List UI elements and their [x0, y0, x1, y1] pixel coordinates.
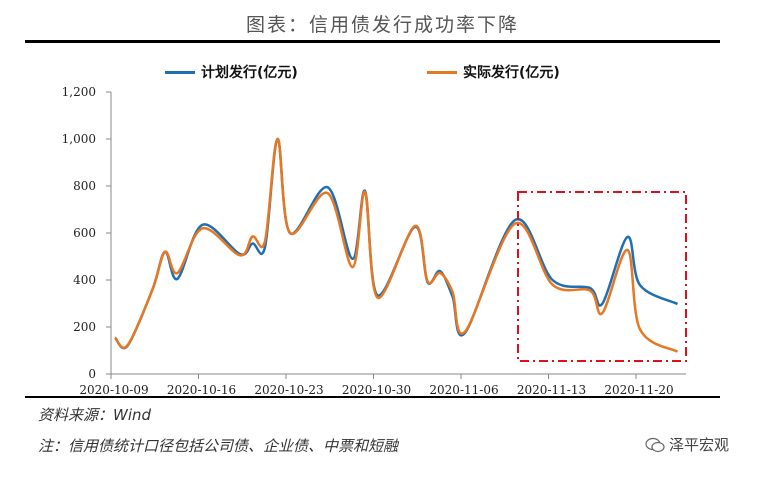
watermark-text: 泽平宏观: [669, 436, 730, 454]
wechat-icon: [645, 437, 665, 453]
x-tick-label: 2020-10-30: [342, 383, 411, 397]
legend-item-plan: 计划发行(亿元): [165, 62, 298, 82]
x-tick-label: 2020-10-09: [79, 383, 148, 397]
x-tick-label-bg: [599, 382, 677, 398]
watermark: 泽平宏观: [645, 434, 729, 455]
source-note: 资料来源：Wind: [38, 406, 152, 424]
highlight-box: [517, 191, 687, 362]
x-tick-label: 2020-10-23: [254, 383, 323, 397]
x-tick-label-bg: [249, 382, 327, 398]
legend-label-plan: 计划发行(亿元): [201, 65, 298, 81]
series-line-plan: [114, 137, 679, 350]
y-tick-label: 0: [88, 367, 96, 381]
x-tick-label-bg: [336, 382, 415, 398]
chart-title: 图表：信用债发行成功率下降: [245, 14, 519, 36]
y-tick-label: 600: [73, 226, 96, 240]
x-tick-label: 2020-11-13: [517, 383, 586, 397]
series-line-actual: [114, 137, 679, 353]
x-tick-label-bg: [424, 382, 502, 398]
bottom-divider: [25, 396, 720, 398]
legend-swatch-actual: [427, 70, 457, 74]
y-tick-label: 400: [73, 273, 96, 287]
x-tick-label: 2020-11-20: [604, 383, 673, 397]
title-divider: [25, 40, 720, 43]
x-tick-label-bg: [74, 382, 152, 398]
y-tick-label: 200: [73, 320, 96, 334]
legend-swatch-plan: [165, 70, 195, 74]
y-tick-label: 800: [73, 179, 96, 193]
legend-label-actual: 实际发行(亿元): [463, 65, 560, 81]
x-tick-label-bg: [161, 382, 240, 398]
y-tick-label: 1,000: [62, 132, 96, 146]
x-tick-label: 2020-10-16: [167, 383, 236, 397]
x-tick-label-bg: [511, 382, 590, 398]
footnote: 注：信用债统计口径包括公司债、企业债、中票和短融: [38, 437, 399, 455]
y-tick-label: 1,200: [62, 85, 96, 99]
legend-item-actual: 实际发行(亿元): [427, 62, 560, 82]
x-tick-label: 2020-11-06: [429, 383, 498, 397]
